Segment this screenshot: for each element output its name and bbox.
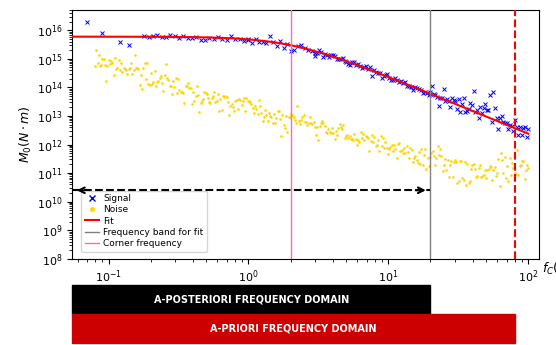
- Noise: [324, 131, 330, 135]
- Line: Fit: Fit: [72, 37, 528, 134]
- Signal: [464, 109, 470, 113]
- Noise: [92, 63, 98, 68]
- Text: A-PRIORI FREQUENCY DOMAIN: A-PRIORI FREQUENCY DOMAIN: [210, 324, 377, 334]
- Fit: [316, 50, 322, 55]
- Line: Signal: Signal: [85, 20, 530, 138]
- Y-axis label: $M_0(N \cdot m)$: $M_0(N \cdot m)$: [18, 106, 34, 164]
- Signal: [469, 103, 475, 107]
- Fit: [443, 98, 449, 102]
- Fit: [285, 43, 292, 47]
- Line: Noise: Noise: [94, 49, 529, 187]
- Fit: [340, 58, 347, 62]
- Signal: [301, 46, 308, 50]
- Signal: [512, 118, 518, 122]
- Fit: [288, 43, 295, 48]
- Signal: [523, 135, 530, 139]
- Noise: [525, 166, 532, 170]
- Noise: [93, 48, 100, 52]
- Signal: [83, 20, 90, 24]
- Noise: [293, 121, 300, 125]
- Signal: [345, 62, 352, 66]
- Fit: [69, 34, 76, 39]
- Noise: [521, 177, 528, 181]
- Text: $f_C(Hz)$: $f_C(Hz)$: [542, 261, 556, 277]
- Noise: [349, 137, 355, 141]
- Noise: [208, 96, 215, 100]
- Noise: [497, 184, 503, 188]
- Fit: [514, 127, 520, 131]
- Noise: [509, 161, 515, 165]
- Text: A-POSTERIORI FREQUENCY DOMAIN: A-POSTERIORI FREQUENCY DOMAIN: [154, 294, 349, 304]
- Legend: Signal, Noise, Fit, Frequency band for fit, Corner frequency: Signal, Noise, Fit, Frequency band for f…: [82, 190, 207, 252]
- Fit: [525, 131, 532, 136]
- Signal: [484, 108, 490, 112]
- Signal: [525, 127, 532, 131]
